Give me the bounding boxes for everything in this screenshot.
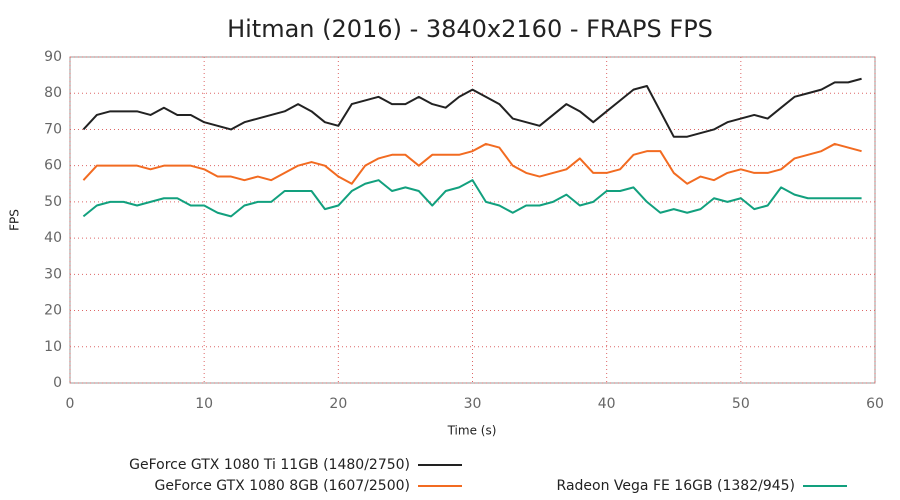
x-tick-label: 60 bbox=[866, 396, 884, 412]
y-tick-label: 80 bbox=[44, 85, 62, 101]
legend-label: GeForce GTX 1080 Ti 11GB (1480/2750) bbox=[129, 457, 410, 473]
series-line bbox=[82, 142, 862, 185]
y-tick-label: 90 bbox=[44, 49, 62, 65]
x-tick-label: 50 bbox=[732, 396, 750, 412]
y-tick-label: 10 bbox=[44, 339, 62, 355]
y-axis-label: FPS bbox=[8, 209, 22, 231]
legend-label: Radeon Vega FE 16GB (1382/945) bbox=[557, 478, 795, 494]
y-tick-label: 0 bbox=[53, 375, 62, 391]
legend-label: GeForce GTX 1080 8GB (1607/2500) bbox=[154, 478, 410, 494]
y-tick-label: 30 bbox=[44, 266, 62, 282]
x-tick-label: 10 bbox=[195, 396, 213, 412]
y-tick-label: 20 bbox=[44, 303, 62, 319]
x-tick-label: 0 bbox=[66, 396, 75, 412]
y-tick-label: 50 bbox=[44, 194, 62, 210]
x-tick-label: 20 bbox=[329, 396, 347, 412]
y-tick-label: 70 bbox=[44, 121, 62, 137]
series-line bbox=[82, 179, 862, 218]
y-tick-label: 60 bbox=[44, 158, 62, 174]
x-tick-label: 40 bbox=[598, 396, 616, 412]
x-tick-label: 30 bbox=[464, 396, 482, 412]
y-tick-label: 40 bbox=[44, 230, 62, 246]
series-line bbox=[82, 77, 862, 138]
chart-title: Hitman (2016) - 3840x2160 - FRAPS FPS bbox=[227, 15, 713, 43]
x-axis-label: Time (s) bbox=[447, 424, 497, 438]
